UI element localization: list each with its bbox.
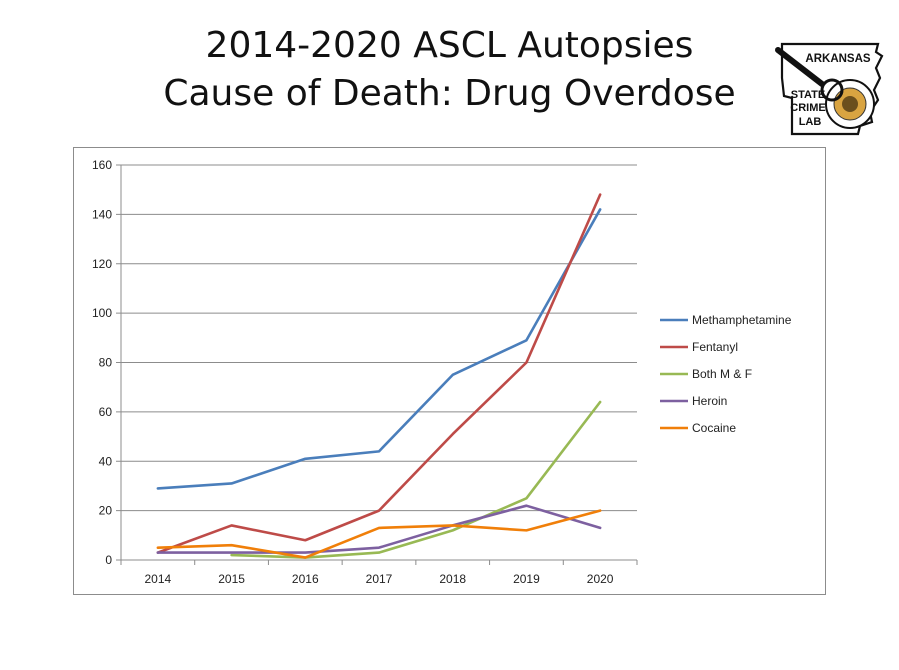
y-tick-label: 60	[99, 405, 113, 419]
logo-text-state: STATE	[791, 89, 825, 101]
logo-text-arkansas: ARKANSAS	[805, 53, 871, 65]
x-axis: 2014 2015 2016 2017 2018 2019 2020	[120, 559, 638, 586]
y-tick-label: 20	[99, 504, 113, 518]
logo-text-lab: LAB	[799, 116, 822, 128]
x-tick-label: 2014	[145, 572, 172, 586]
slide-title: 2014-2020 ASCL Autopsies Cause of Death:…	[0, 22, 899, 118]
legend-label-cocaine: Cocaine	[692, 421, 736, 435]
y-tick-label: 160	[92, 158, 112, 172]
seal-emblem	[842, 96, 858, 112]
x-tick-label: 2017	[366, 572, 393, 586]
arkansas-state-crime-lab-logo: ARKANSAS STATE CRIME LAB	[775, 42, 884, 136]
chart-series	[156, 193, 602, 559]
y-tick-label: 120	[92, 257, 112, 271]
magnifier-handle-icon	[775, 47, 825, 87]
y-axis: 0 20 40 60 80 100 120 140 160	[92, 158, 122, 567]
legend-label-methamphetamine: Methamphetamine	[692, 313, 792, 327]
x-tick-label: 2018	[439, 572, 466, 586]
magnifier-lens-icon	[820, 78, 844, 102]
y-tick-label: 0	[105, 553, 112, 567]
series-line-cocaine	[156, 509, 602, 559]
x-tick-label: 2015	[218, 572, 245, 586]
chart-gridlines	[121, 164, 637, 561]
x-tick-label: 2019	[513, 572, 540, 586]
y-tick-label: 80	[99, 356, 113, 370]
y-tick-label: 100	[92, 306, 112, 320]
x-tick-label: 2016	[292, 572, 319, 586]
title-line-2: Cause of Death: Drug Overdose	[163, 73, 736, 114]
x-tick-label: 2020	[587, 572, 614, 586]
title-line-1: 2014-2020 ASCL Autopsies	[205, 25, 694, 66]
chart-frame: 0 20 40 60 80 100 120 140 160 2014 2015 2016 2017 20…	[73, 147, 826, 595]
legend-label-fentanyl: Fentanyl	[692, 340, 738, 354]
series-line-both-m-f	[230, 400, 602, 559]
series-line-heroin	[156, 504, 602, 554]
legend-label-both-m-f: Both M & F	[692, 367, 752, 381]
y-tick-label: 140	[92, 207, 112, 221]
legend-label-heroin: Heroin	[692, 394, 727, 408]
series-line-fentanyl	[156, 193, 602, 554]
chart-legend: Methamphetamine Fentanyl Both M & F Heroin C…	[660, 313, 792, 435]
logo-text-crime: CRIME	[790, 102, 825, 114]
y-tick-label: 40	[99, 454, 113, 468]
series-line-methamphetamine	[156, 208, 602, 490]
